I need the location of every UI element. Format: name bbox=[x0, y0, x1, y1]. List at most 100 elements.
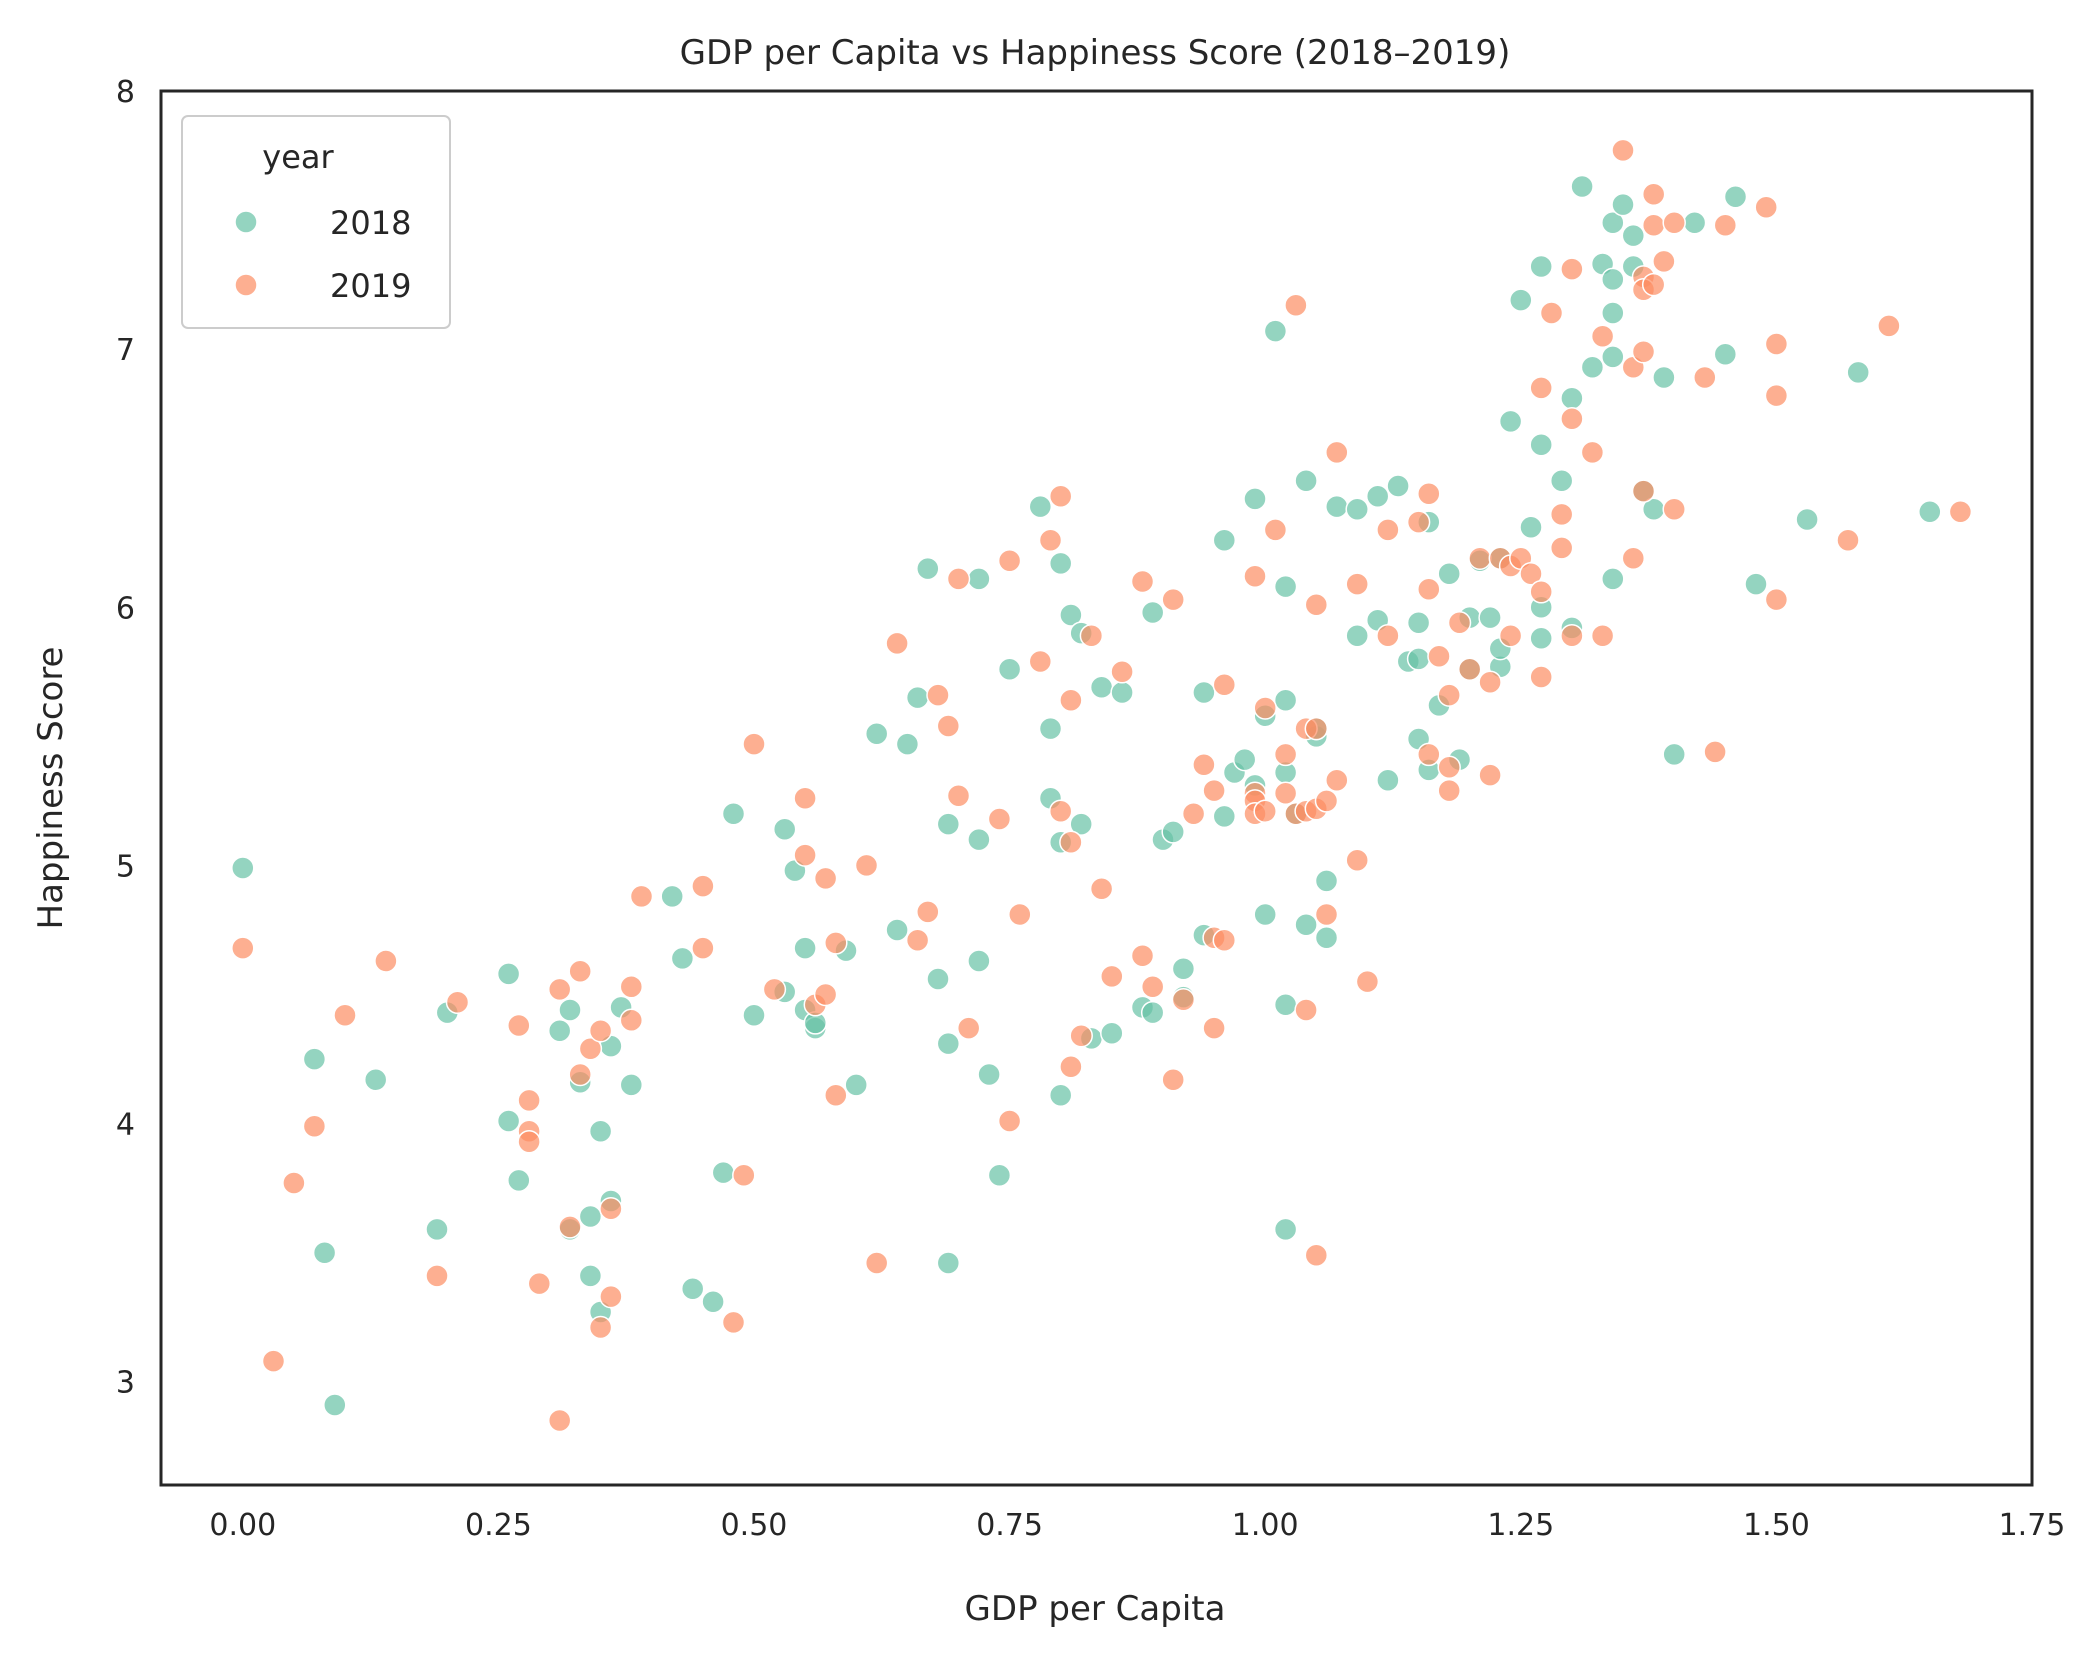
point-2019-104 bbox=[1376, 518, 1400, 542]
point-2018-95 bbox=[1314, 925, 1339, 950]
point-2018-56 bbox=[1048, 1083, 1073, 1107]
x-tick-label-2: 0.50 bbox=[721, 1508, 788, 1543]
point-2019-98 bbox=[1325, 440, 1349, 465]
point-2018-32 bbox=[793, 936, 817, 960]
point-2018-124 bbox=[1529, 254, 1553, 279]
y-tick-label-0: 3 bbox=[116, 1366, 135, 1401]
x-tick-label-3: 0.75 bbox=[976, 1508, 1043, 1543]
point-2018-130 bbox=[1580, 355, 1605, 379]
point-2019-19 bbox=[588, 1315, 613, 1340]
point-2018-75 bbox=[1212, 528, 1237, 552]
point-2018-84 bbox=[1273, 688, 1298, 712]
point-2019-6 bbox=[425, 1264, 449, 1288]
point-2018-110 bbox=[1437, 561, 1461, 586]
point-2019-70 bbox=[1171, 987, 1196, 1012]
point-2019-36 bbox=[813, 982, 838, 1007]
x-tick-label-0: 0.00 bbox=[209, 1508, 276, 1543]
point-2018-64 bbox=[1100, 1021, 1124, 1045]
point-2019-15 bbox=[558, 1215, 582, 1239]
point-2018-46 bbox=[936, 1251, 961, 1275]
point-2019-66 bbox=[1130, 569, 1155, 594]
point-2018-4 bbox=[363, 1067, 388, 1092]
point-2019-60 bbox=[1069, 1024, 1093, 1048]
point-2018-106 bbox=[1406, 647, 1431, 671]
y-tick-label-5: 8 bbox=[116, 75, 135, 110]
point-2019-16 bbox=[568, 959, 592, 984]
point-2018-54 bbox=[1038, 716, 1063, 741]
point-2019-110 bbox=[1437, 778, 1461, 803]
point-2019-127 bbox=[1549, 502, 1574, 527]
point-2019-21 bbox=[599, 1284, 623, 1309]
point-2018-132 bbox=[1601, 267, 1625, 292]
point-2019-62 bbox=[1089, 876, 1114, 901]
point-2018-135 bbox=[1601, 210, 1625, 235]
legend: year 2018 2019 bbox=[181, 115, 451, 329]
point-2019-145 bbox=[1652, 249, 1676, 274]
point-2019-99 bbox=[1325, 768, 1349, 793]
point-2019-84 bbox=[1263, 518, 1288, 542]
point-2018-23 bbox=[670, 946, 695, 971]
point-2018-24 bbox=[680, 1277, 705, 1301]
point-2018-123 bbox=[1529, 626, 1553, 651]
point-2019-107 bbox=[1417, 742, 1441, 767]
point-2019-113 bbox=[1447, 611, 1472, 635]
point-2019-148 bbox=[1693, 365, 1717, 390]
legend-label-2019: 2019 bbox=[330, 267, 411, 305]
point-2019-88 bbox=[1284, 293, 1308, 318]
point-2019-28 bbox=[721, 1310, 746, 1335]
point-2018-53 bbox=[1028, 494, 1053, 519]
point-2018-2 bbox=[312, 1240, 337, 1265]
point-2018-42 bbox=[916, 556, 940, 581]
point-2019-122 bbox=[1519, 561, 1543, 586]
point-2019-58 bbox=[1059, 830, 1083, 854]
point-2019-101 bbox=[1345, 572, 1369, 596]
point-2019-97 bbox=[1314, 902, 1339, 927]
point-2019-95 bbox=[1304, 716, 1329, 741]
point-2018-0 bbox=[231, 856, 255, 880]
point-2019-20 bbox=[588, 1018, 613, 1043]
point-2018-97 bbox=[1345, 497, 1369, 521]
point-2019-156 bbox=[1877, 314, 1901, 338]
point-2019-115 bbox=[1468, 546, 1492, 570]
point-2019-25 bbox=[629, 884, 654, 909]
point-2018-91 bbox=[1294, 469, 1318, 493]
point-2019-139 bbox=[1631, 479, 1656, 503]
point-2019-67 bbox=[1140, 975, 1165, 999]
point-2018-29 bbox=[772, 817, 797, 842]
point-2019-49 bbox=[987, 807, 1012, 831]
point-2019-37 bbox=[824, 931, 848, 955]
point-2019-150 bbox=[1713, 213, 1738, 237]
point-2019-153 bbox=[1764, 383, 1789, 408]
point-2019-133 bbox=[1590, 623, 1615, 648]
point-2019-119 bbox=[1498, 623, 1523, 648]
point-2019-135 bbox=[1611, 138, 1635, 163]
point-2018-121 bbox=[1519, 515, 1543, 540]
point-2019-42 bbox=[905, 928, 930, 953]
point-2019-106 bbox=[1417, 481, 1441, 506]
point-2019-68 bbox=[1161, 587, 1185, 612]
point-2018-17 bbox=[588, 1119, 613, 1144]
point-2019-114 bbox=[1457, 657, 1482, 682]
point-2018-22 bbox=[660, 884, 684, 909]
point-2018-133 bbox=[1601, 301, 1625, 325]
point-2018-3 bbox=[323, 1393, 347, 1417]
point-2019-143 bbox=[1641, 213, 1666, 237]
point-2018-76 bbox=[1212, 804, 1237, 829]
point-2019-124 bbox=[1529, 665, 1553, 689]
y-tick-label-2: 5 bbox=[116, 849, 135, 884]
point-2019-14 bbox=[547, 1408, 572, 1433]
point-2018-8 bbox=[496, 1109, 521, 1133]
point-2019-144 bbox=[1641, 182, 1666, 207]
point-2018-27 bbox=[721, 802, 746, 826]
point-2019-131 bbox=[1560, 257, 1584, 281]
point-2018-39 bbox=[885, 918, 909, 942]
chart-title: GDP per Capita vs Happiness Score (2018–… bbox=[680, 33, 1511, 73]
point-2019-77 bbox=[1212, 928, 1237, 953]
point-2018-7 bbox=[496, 962, 521, 986]
point-2018-48 bbox=[967, 567, 991, 591]
point-2019-43 bbox=[916, 900, 940, 924]
point-2018-86 bbox=[1273, 574, 1298, 599]
point-2018-61 bbox=[1069, 812, 1093, 836]
point-2019-91 bbox=[1294, 998, 1318, 1022]
point-2018-102 bbox=[1386, 474, 1410, 498]
